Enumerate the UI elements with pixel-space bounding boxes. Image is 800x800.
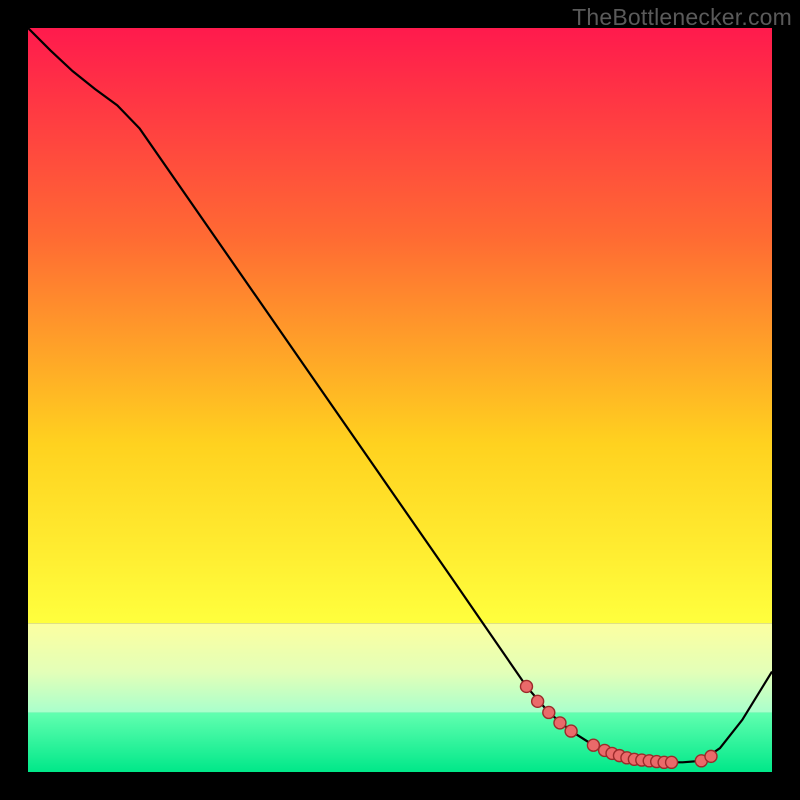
- curve-marker: [565, 725, 577, 737]
- curve-marker: [532, 695, 544, 707]
- curve-marker: [705, 750, 717, 762]
- curve-marker: [543, 706, 555, 718]
- curve-marker: [520, 680, 532, 692]
- curve-marker: [554, 717, 566, 729]
- chart-frame: TheBottlenecker.com: [0, 0, 800, 800]
- curve-marker: [666, 756, 678, 768]
- watermark-text: TheBottlenecker.com: [572, 4, 792, 31]
- plot-area: [28, 28, 772, 772]
- curve-marker: [587, 739, 599, 751]
- marker-overlay: [28, 28, 772, 772]
